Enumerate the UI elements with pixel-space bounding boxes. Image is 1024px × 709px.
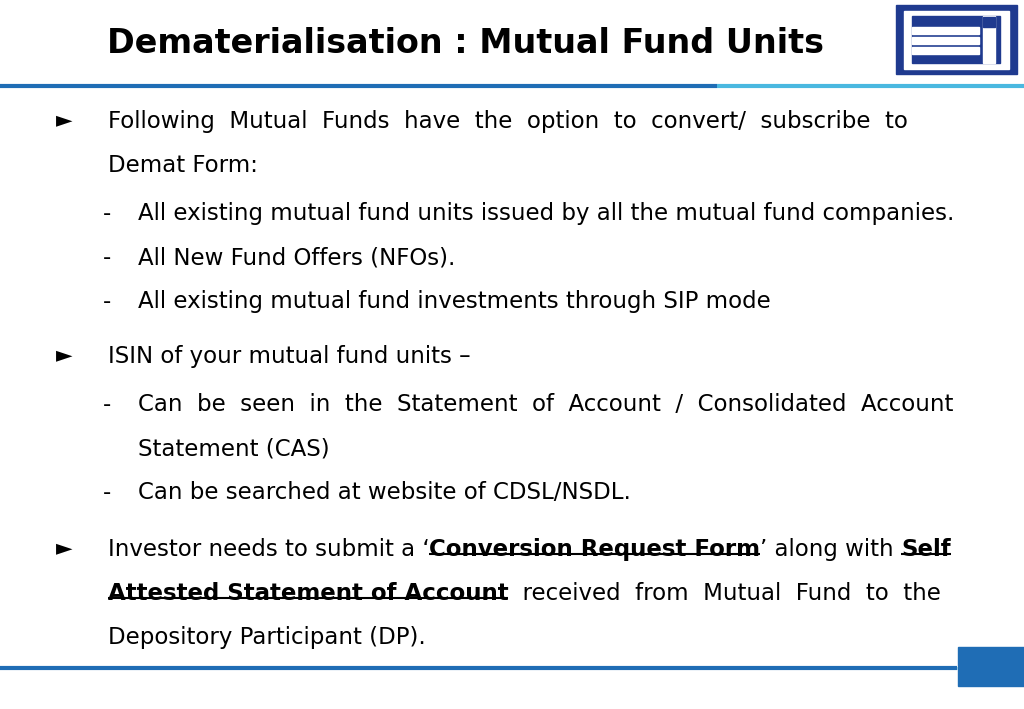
- Text: Can  be  seen  in  the  Statement  of  Account  /  Consolidated  Account: Can be seen in the Statement of Account …: [138, 393, 953, 416]
- Text: All New Fund Offers (NFOs).: All New Fund Offers (NFOs).: [138, 246, 456, 269]
- Text: -: -: [102, 481, 111, 504]
- Text: -: -: [102, 290, 111, 313]
- Text: All existing mutual fund units issued by all the mutual fund companies.: All existing mutual fund units issued by…: [138, 202, 954, 225]
- Text: -: -: [102, 202, 111, 225]
- FancyBboxPatch shape: [958, 647, 1024, 686]
- Text: Following  Mutual  Funds  have  the  option  to  convert/  subscribe  to: Following Mutual Funds have the option t…: [108, 110, 907, 133]
- Text: Depository Participant (DP).: Depository Participant (DP).: [108, 627, 425, 649]
- Text: ISIN of your mutual fund units –: ISIN of your mutual fund units –: [108, 345, 470, 368]
- Text: Statement (CAS): Statement (CAS): [138, 437, 330, 460]
- Text: Investor needs to submit a ‘: Investor needs to submit a ‘: [108, 539, 429, 562]
- Text: -: -: [102, 393, 111, 416]
- Text: -: -: [102, 246, 111, 269]
- Text: Demat Form:: Demat Form:: [108, 154, 257, 177]
- FancyBboxPatch shape: [912, 37, 979, 44]
- FancyBboxPatch shape: [983, 18, 995, 27]
- Text: received  from  Mutual  Fund  to  the: received from Mutual Fund to the: [508, 583, 941, 605]
- Text: ►: ►: [56, 539, 73, 559]
- Text: ’ along with: ’ along with: [760, 539, 901, 562]
- Text: 14: 14: [981, 659, 1001, 675]
- Text: ►: ►: [56, 345, 73, 365]
- Text: Self: Self: [901, 539, 950, 562]
- Text: Dematerialisation : Mutual Fund Units: Dematerialisation : Mutual Fund Units: [108, 28, 824, 60]
- FancyBboxPatch shape: [912, 27, 979, 34]
- FancyBboxPatch shape: [983, 16, 995, 63]
- FancyBboxPatch shape: [912, 16, 1000, 63]
- Text: ►: ►: [56, 110, 73, 130]
- Text: All existing mutual fund investments through SIP mode: All existing mutual fund investments thr…: [138, 290, 771, 313]
- Text: Conversion Request Form: Conversion Request Form: [429, 539, 760, 562]
- Text: Can be searched at website of CDSL/NSDL.: Can be searched at website of CDSL/NSDL.: [138, 481, 631, 504]
- FancyBboxPatch shape: [904, 11, 1009, 69]
- FancyBboxPatch shape: [896, 5, 1017, 74]
- FancyBboxPatch shape: [912, 47, 979, 54]
- Text: Attested Statement of Account: Attested Statement of Account: [108, 583, 508, 605]
